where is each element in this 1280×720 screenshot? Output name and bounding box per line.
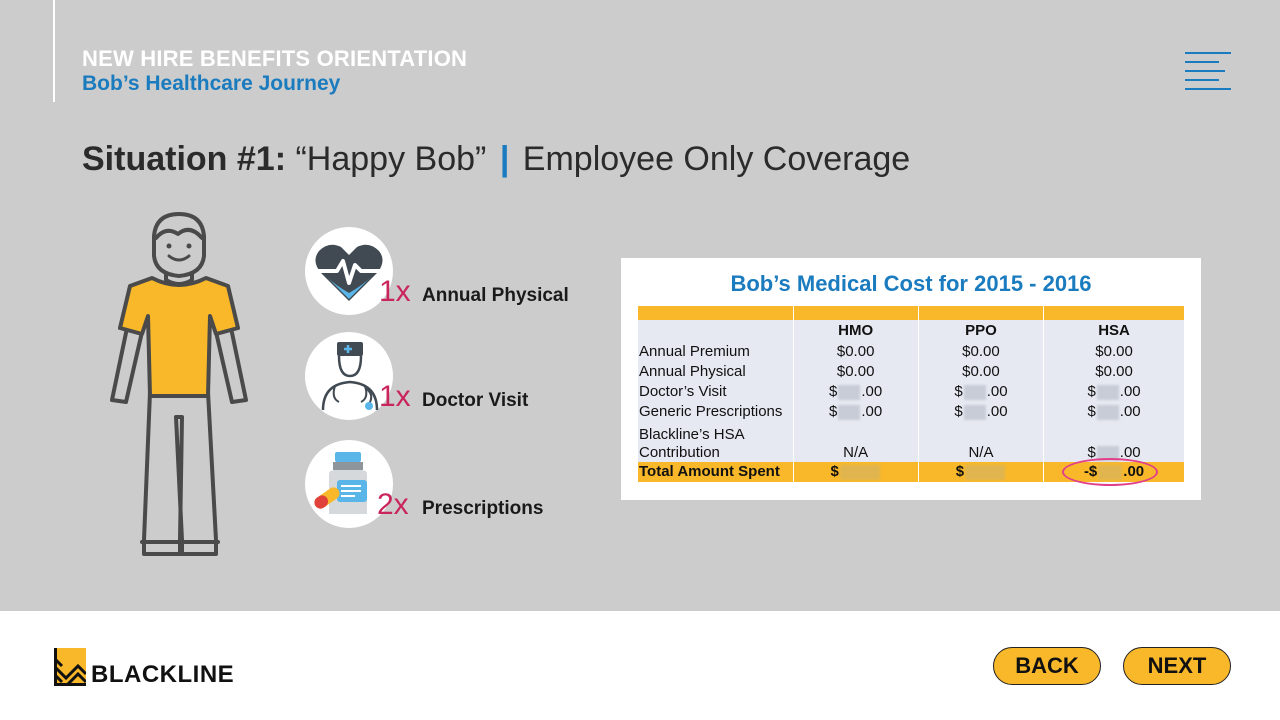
prescription-bottle-icon <box>314 452 367 514</box>
blackline-logo: BLACKLINE <box>52 648 235 688</box>
row-label: Annual Physical <box>638 362 794 382</box>
count-prescriptions: 2x <box>377 488 409 521</box>
course-title: NEW HIRE BENEFITS ORIENTATION <box>82 46 468 71</box>
column-header-hsa: HSA <box>1043 320 1185 342</box>
column-header <box>638 320 794 342</box>
bob-figure-icon <box>110 212 248 556</box>
blackline-logo-icon <box>52 648 88 688</box>
total-hsa: -$ .00 <box>1043 458 1185 486</box>
menu-button[interactable] <box>1182 50 1234 96</box>
title-separator: | <box>499 140 510 178</box>
redacted-value <box>1096 404 1119 420</box>
cell-hmo: $0.00 <box>793 362 919 382</box>
table-row: Generic Prescriptions $ .00 $ .00 $ .00 <box>638 402 1185 422</box>
item-doctor-visit: 1x Doctor Visit <box>305 332 625 422</box>
cell-hsa: $0.00 <box>1043 362 1185 382</box>
count-annual-physical: 1x <box>379 275 411 308</box>
column-header-hmo: HMO <box>793 320 919 342</box>
cell-ppo: $0.00 <box>918 362 1045 382</box>
table-band <box>638 306 1185 320</box>
redacted-value <box>963 404 986 420</box>
coverage-type: Employee Only Coverage <box>522 140 911 178</box>
table-row: Doctor’s Visit $ .00 $ .00 $ .00 <box>638 382 1185 402</box>
redacted-value <box>838 404 861 420</box>
back-button[interactable]: BACK <box>993 647 1101 685</box>
redacted-value <box>963 384 986 400</box>
cell-hmo: $0.00 <box>793 342 919 362</box>
cost-table-title: Bob’s Medical Cost for 2015 - 2016 <box>730 271 1092 296</box>
header-divider <box>53 0 55 102</box>
cell-ppo: N/A <box>918 422 1045 462</box>
column-header-ppo: PPO <box>918 320 1045 342</box>
redacted-value <box>839 464 880 480</box>
cell-ppo: $ .00 <box>918 402 1045 422</box>
cell-hsa: $ .00 <box>1043 422 1185 462</box>
cell-hsa: $0.00 <box>1043 342 1185 362</box>
label-annual-physical: Annual Physical <box>422 285 569 306</box>
redacted-value <box>838 384 861 400</box>
item-prescriptions: 2x Prescriptions <box>305 440 625 530</box>
situation-label: Situation #1: <box>82 140 287 178</box>
heart-rate-icon <box>315 244 383 301</box>
slide-title: Situation #1: “Happy Bob” | Employee Onl… <box>82 140 910 179</box>
total-label: Total Amount Spent <box>638 462 794 482</box>
cell-hmo: $ .00 <box>793 402 919 422</box>
situation-name: “Happy Bob” <box>295 140 487 178</box>
logo-text: BLACKLINE <box>91 661 235 688</box>
total-hmo: $ <box>793 462 919 482</box>
row-label: Generic Prescriptions <box>638 402 794 422</box>
label-prescriptions: Prescriptions <box>422 498 544 519</box>
row-label: Annual Premium <box>638 342 794 362</box>
cost-card: Bob’s Medical Cost for 2015 - 2016 HMO P… <box>621 258 1201 500</box>
table-row: Annual Premium $0.00 $0.00 $0.00 <box>638 342 1185 362</box>
cell-ppo: $ .00 <box>918 382 1045 402</box>
table-total-row: Total Amount Spent $ $ -$ .00 <box>638 458 1185 486</box>
cell-hsa: $ .00 <box>1043 402 1185 422</box>
table-header: HMO PPO HSA <box>638 320 1185 342</box>
cell-hmo: N/A <box>793 422 919 462</box>
row-label: Doctor’s Visit <box>638 382 794 402</box>
icon-circle <box>305 332 393 420</box>
redacted-value <box>1098 464 1123 480</box>
cell-ppo: $0.00 <box>918 342 1045 362</box>
row-label: Blackline’s HSA Contribution <box>638 422 794 462</box>
redacted-value <box>1096 445 1119 461</box>
cell-hmo: $ .00 <box>793 382 919 402</box>
doctor-icon <box>321 342 379 411</box>
redacted-value <box>1096 384 1119 400</box>
cell-hsa: $ .00 <box>1043 382 1185 402</box>
redacted-value <box>965 464 1006 480</box>
next-button[interactable]: NEXT <box>1123 647 1231 685</box>
total-ppo: $ <box>918 462 1045 482</box>
item-annual-physical: 1x Annual Physical <box>305 227 625 317</box>
cost-table: HMO PPO HSA Annual Premium $0.00 $0.00 $… <box>638 306 1185 486</box>
count-doctor-visit: 1x <box>379 380 411 413</box>
icon-circle <box>305 440 393 528</box>
icon-circle <box>305 227 393 315</box>
course-subtitle: Bob’s Healthcare Journey <box>82 72 341 95</box>
hsa-highlight-circle: -$ .00 <box>1061 458 1159 486</box>
label-doctor-visit: Doctor Visit <box>422 390 529 411</box>
table-row: Annual Physical $0.00 $0.00 $0.00 <box>638 362 1185 382</box>
table-row: Blackline’s HSA Contribution N/A N/A $ .00 <box>638 422 1185 462</box>
